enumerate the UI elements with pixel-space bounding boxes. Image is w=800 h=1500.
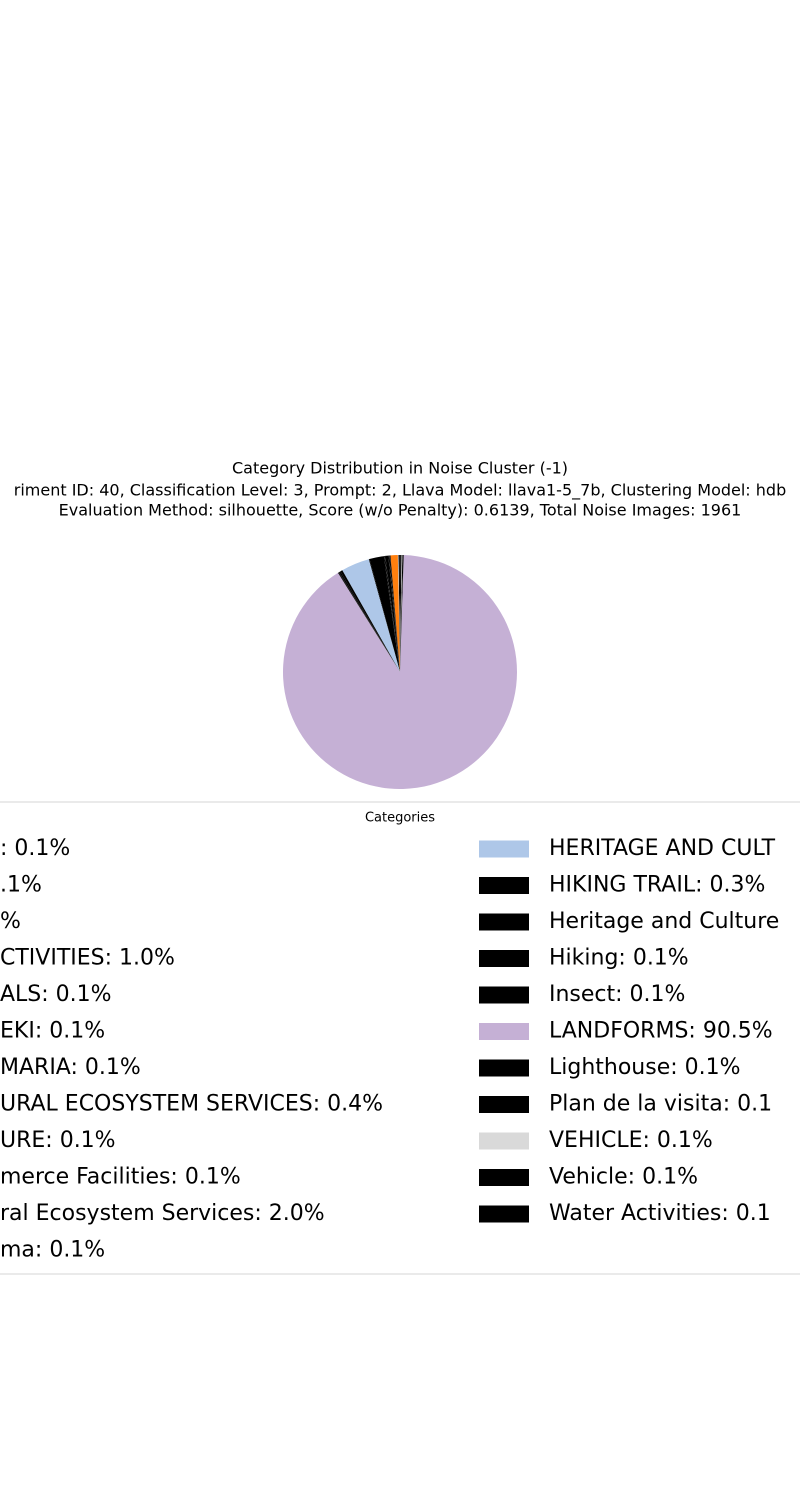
legend-label: Hiking: 0.1%: [549, 946, 689, 971]
legend-swatch: [479, 1023, 529, 1040]
pie-wedge: [398, 555, 400, 672]
legend-swatch: [479, 840, 529, 858]
pie-wedge: [339, 571, 400, 672]
legend-label: .1%: [0, 873, 42, 898]
legend-swatch: [479, 913, 529, 931]
legend-swatch: [479, 950, 529, 967]
pie-wedge: [342, 559, 400, 672]
legend-label: Heritage and Culture: [549, 909, 779, 934]
legend-swatch: [479, 1169, 529, 1186]
legend-label: Plan de la visita: 0.1: [549, 1092, 772, 1117]
chart-subtitle: riment ID: 40, Classification Level: 3, …: [14, 481, 786, 501]
pie-wedge: [400, 555, 404, 672]
pie-wedge: [390, 555, 400, 672]
legend-label: LANDFORMS: 90.5%: [549, 1019, 773, 1044]
legend-swatch: [479, 1096, 529, 1113]
legend-label: Water Activities: 0.1: [549, 1201, 771, 1226]
legend-label: URAL ECOSYSTEM SERVICES: 0.4%: [0, 1092, 383, 1117]
pie-wedge: [383, 556, 400, 672]
legend-swatch: [479, 986, 529, 1004]
legend-label: Vehicle: 0.1%: [549, 1165, 698, 1190]
legend-swatch: [479, 1205, 529, 1223]
pie-wedge: [340, 570, 400, 672]
legend-label: HERITAGE AND CULT: [549, 836, 776, 861]
legend-label: %: [0, 909, 21, 934]
legend-frame: [0, 801, 800, 1275]
legend-title: Categories: [365, 811, 435, 826]
pie-wedge: [388, 555, 400, 672]
pie-wedge: [400, 555, 401, 672]
legend-label: CTIVITIES: 1.0%: [0, 946, 175, 971]
pie-wedge: [399, 555, 400, 672]
chart-title: Category Distribution in Noise Cluster (…: [232, 459, 568, 478]
legend-swatch: [479, 1132, 529, 1150]
pie-wedge: [369, 556, 400, 672]
legend-label: ma: 0.1%: [0, 1238, 105, 1263]
pie-wedge: [338, 572, 400, 672]
pie-wedge: [389, 555, 400, 672]
legend-label: : 0.1%: [0, 836, 70, 861]
legend-label: VEHICLE: 0.1%: [549, 1128, 713, 1153]
pie-wedge: [388, 555, 400, 672]
legend-label: MARIA: 0.1%: [0, 1055, 141, 1080]
pie-wedge: [400, 555, 403, 672]
pie-wedge: [337, 572, 400, 672]
chart-subtitle: Evaluation Method: silhouette, Score (w/…: [59, 501, 742, 520]
pie-wedge: [283, 555, 518, 790]
pie-wedge: [384, 555, 400, 672]
legend-label: ral Ecosystem Services: 2.0%: [0, 1201, 325, 1226]
legend-label: EKI: 0.1%: [0, 1019, 105, 1044]
pie-wedge: [397, 555, 400, 672]
pie-wedge: [400, 555, 402, 672]
pie-wedge: [368, 559, 400, 672]
legend-label: Insect: 0.1%: [549, 982, 685, 1007]
legend-swatch: [479, 877, 529, 894]
legend-swatch: [479, 1059, 529, 1077]
pie-wedge: [400, 555, 403, 672]
legend-label: Lighthouse: 0.1%: [549, 1055, 741, 1080]
legend-label: ALS: 0.1%: [0, 982, 112, 1007]
legend-label: merce Facilities: 0.1%: [0, 1165, 241, 1190]
legend-label: HIKING TRAIL: 0.3%: [549, 873, 765, 898]
pie-wedge: [385, 555, 400, 672]
legend-label: URE: 0.1%: [0, 1128, 116, 1153]
